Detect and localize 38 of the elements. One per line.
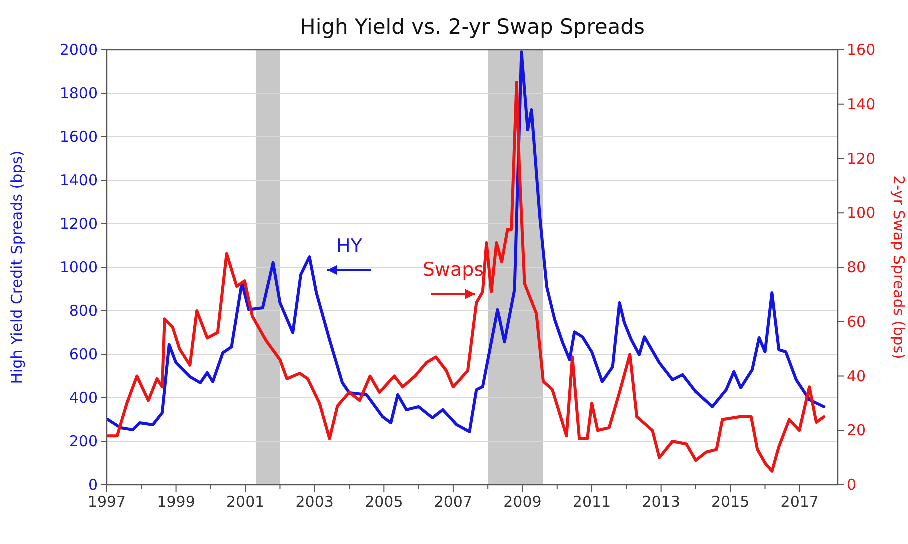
y-tick-label: 600: [69, 346, 98, 364]
y2-tick-label: 120: [847, 150, 876, 168]
series-label: Swaps: [422, 259, 484, 282]
y2-tick-label: 80: [847, 258, 866, 276]
y-tick-label: 800: [69, 302, 98, 320]
y2-tick-label: 0: [847, 476, 857, 494]
y2-tick-label: 20: [847, 422, 866, 440]
x-tick-label: 2007: [434, 493, 473, 511]
y-tick-label: 1000: [60, 258, 98, 276]
x-tick-label: 1999: [157, 493, 196, 511]
x-tick-label: 2015: [712, 493, 750, 511]
y-tick-label: 1200: [60, 215, 98, 233]
chart-title: High Yield vs. 2-yr Swap Spreads: [300, 15, 645, 39]
x-tick-label: 2005: [365, 493, 404, 511]
series-label: HY: [336, 235, 363, 258]
y-tick-label: 2000: [60, 41, 98, 59]
y-tick-label: 200: [69, 432, 98, 450]
line-series: [106, 81, 826, 473]
y-tick-label: 1400: [60, 172, 98, 190]
y2-axis-title: 2-yr Swap Spreads (bps): [890, 176, 908, 360]
y-tick-label: 400: [69, 389, 98, 407]
y2-tick-label: 100: [847, 204, 876, 222]
y2-tick-label: 40: [847, 367, 866, 386]
line-series: [106, 50, 826, 434]
x-tick-label: 2009: [504, 493, 542, 511]
x-tick-label: 2013: [642, 493, 680, 511]
y-tick-label: 1600: [60, 128, 98, 146]
y2-tick-label: 60: [847, 312, 866, 331]
x-tick-label: 2003: [296, 493, 334, 511]
y-axis-title: High Yield Credit Spreads (bps): [8, 150, 26, 384]
y-tick-label: 0: [88, 476, 98, 494]
x-tick-label: 2011: [572, 493, 612, 511]
x-tick-label: 2017: [780, 493, 819, 511]
x-tick-label: 2001: [226, 493, 265, 511]
y2-tick-label: 160: [847, 41, 876, 59]
y2-tick-label: 140: [847, 95, 876, 114]
y-tick-label: 1800: [60, 84, 98, 102]
x-tick-label: 1997: [88, 493, 126, 511]
